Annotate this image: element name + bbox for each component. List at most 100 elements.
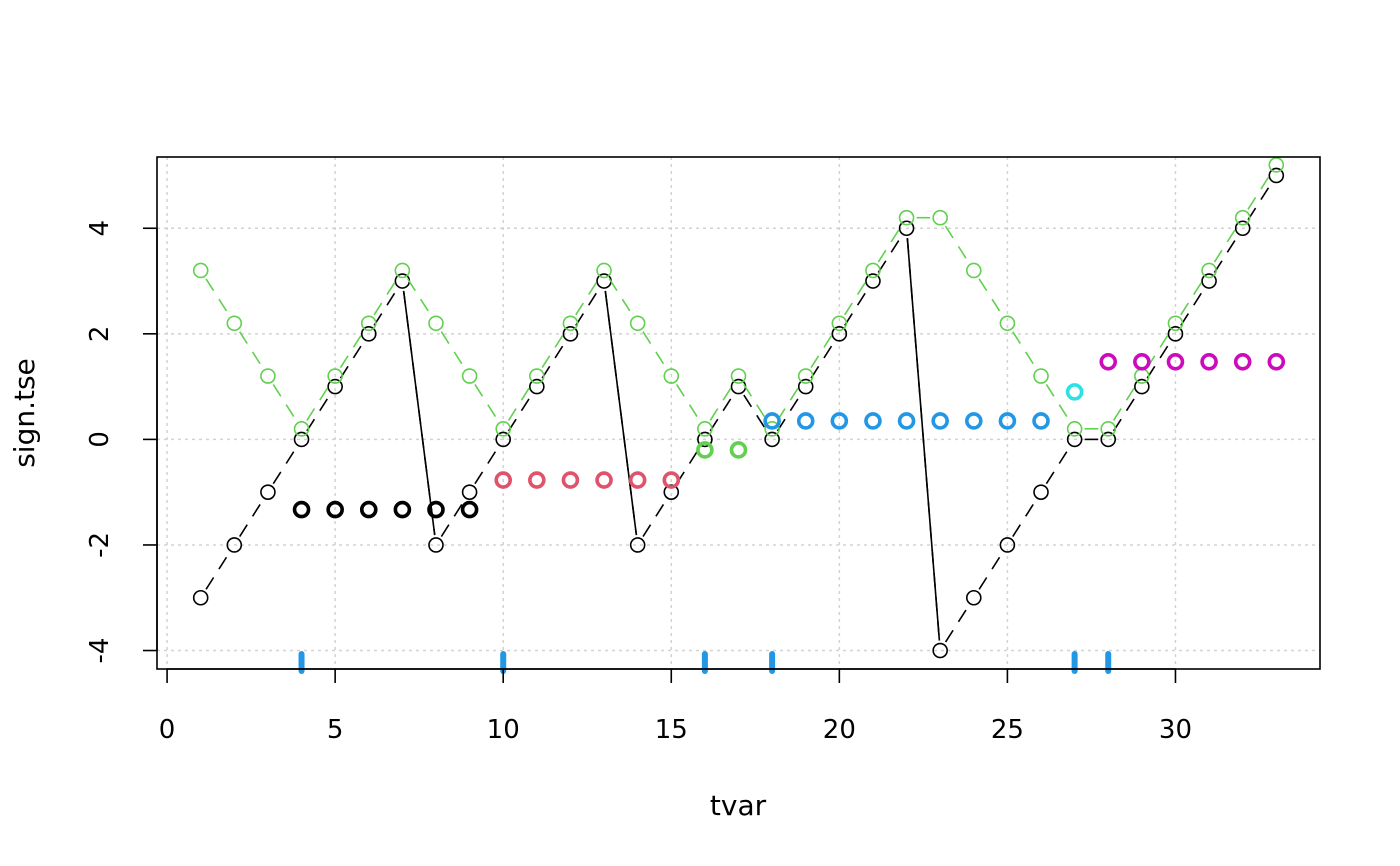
data-point [192,589,209,606]
mean-point [729,441,748,459]
series-segment [1146,331,1171,369]
series-6 [763,412,1050,430]
x-tick-label: 5 [327,715,344,745]
series-segment [776,384,802,421]
data-point [797,378,814,395]
data-point [629,315,646,332]
mean-point [696,441,714,459]
y-tick-label: 2 [85,326,115,343]
series-segment [205,278,230,316]
drop-line [604,290,638,536]
data-point [293,431,310,448]
mean-point [897,412,916,430]
mean-point [460,500,479,519]
data-point [1234,220,1251,237]
data-point [932,209,948,226]
data-point [327,368,343,384]
data-point [1167,326,1184,342]
data-point [629,537,646,553]
series-segment [1213,236,1238,274]
mean-point [628,471,647,489]
series-5 [696,441,748,459]
x-axis-title: tvar [710,789,767,822]
mean-point [662,471,681,489]
y-tick-label: 0 [85,431,115,448]
series-segment [1247,172,1272,210]
series-segment [675,447,701,485]
mean-point [561,471,580,489]
data-point [831,326,848,342]
x-tick-label: 15 [655,715,688,745]
data-point [1201,273,1217,289]
data-point [764,431,780,448]
data-point [260,368,276,384]
data-point [1033,484,1049,500]
series-segment [810,341,835,379]
series-7 [1065,383,1084,401]
rug [298,651,1112,674]
data-point [293,421,310,437]
x-tick-label: 0 [159,715,176,745]
data-point [697,431,713,448]
series-segment [743,394,768,432]
mean-point [326,500,344,519]
series-segment [541,341,566,379]
mean-point [796,412,815,430]
series-3 [292,500,479,519]
y-tick-label: -2 [85,532,115,558]
mean-point [1099,352,1118,371]
data-point [360,326,377,342]
series-segment [675,384,701,421]
series-segment [1045,447,1070,485]
data-point [327,378,343,395]
mean-point [595,471,613,489]
series-segment [272,384,297,421]
series-layer [192,157,1286,659]
y-tick-label: 4 [85,220,115,237]
series-8 [1099,352,1286,371]
series-segment [474,447,499,485]
data-point [226,537,243,553]
data-point [1066,431,1083,448]
series-segment [1247,183,1272,221]
data-point [529,368,545,384]
series-segment [306,384,331,421]
series-segment [407,278,432,316]
data-point [1134,378,1150,395]
mean-point [292,500,311,519]
mean-point [1166,352,1185,371]
mean-point [763,412,781,430]
mean-point [393,500,412,519]
series-segment [944,225,970,263]
y-tick-label: -4 [85,638,115,664]
data-point [730,368,747,384]
series-4 [494,471,681,489]
mean-point [427,500,445,519]
series-segment [239,331,264,369]
x-tick-label: 20 [823,715,856,745]
data-point [663,368,680,384]
data-point [1268,167,1285,184]
series-segment [339,331,365,369]
series-segment [474,384,499,421]
series-segment [339,341,365,379]
data-point [226,315,243,332]
mean-point [1133,352,1151,371]
mean-point [998,412,1017,430]
data-point [831,315,848,332]
drop-line [906,238,941,641]
data-point [394,262,411,279]
mean-point [528,471,546,489]
data-point [663,484,680,500]
series-segment [1112,394,1138,432]
series-segment [373,289,398,326]
mean-point [1200,352,1218,371]
series-segment [608,278,633,316]
series-segment [440,331,465,369]
series-2 [402,238,941,641]
series-segment [1213,225,1238,263]
data-point [1100,431,1117,448]
series-segment [709,384,734,421]
series-segment [1180,289,1205,326]
series-segment [743,384,768,421]
